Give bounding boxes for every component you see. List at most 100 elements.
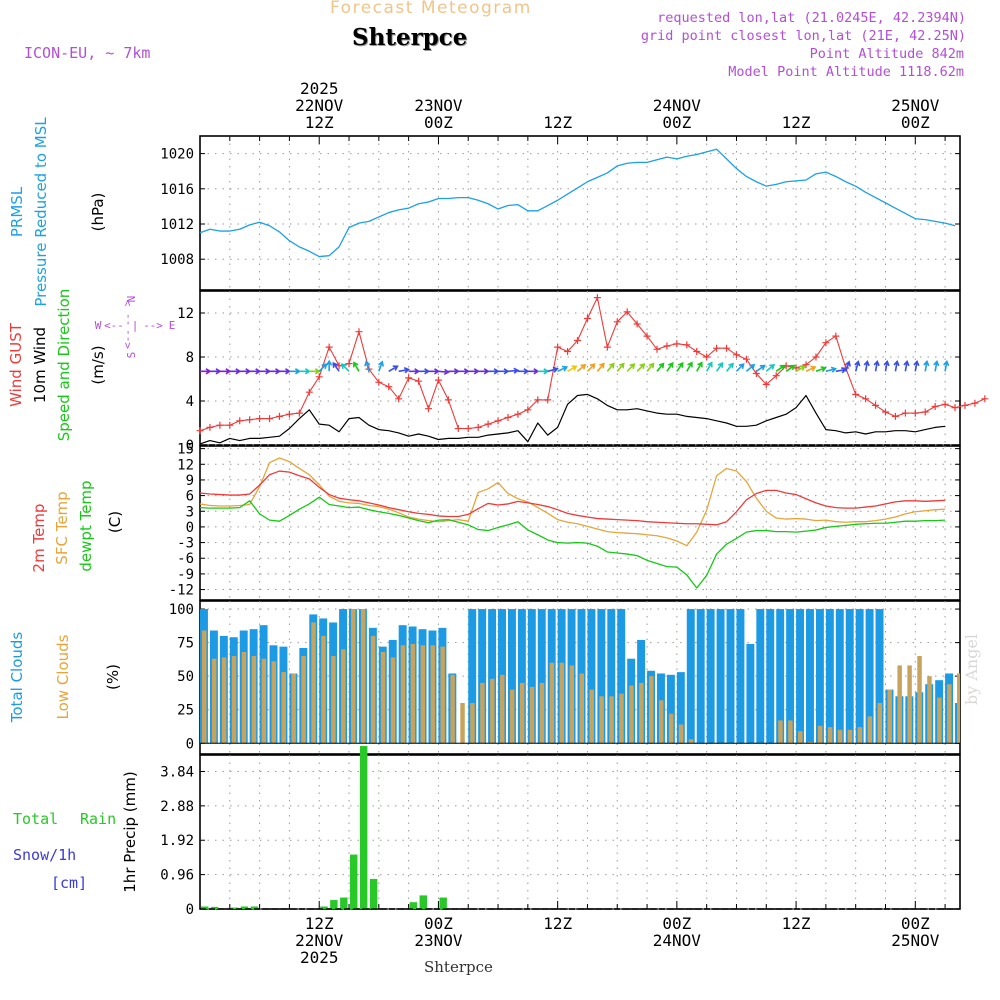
pressure-label: Pressure Reduced to MSL bbox=[32, 117, 50, 307]
wind-arrow bbox=[325, 359, 333, 372]
gust-marker bbox=[881, 408, 889, 416]
low-cloud-bar bbox=[400, 645, 406, 744]
gust-marker bbox=[534, 396, 542, 404]
top-time-label: 25NOV bbox=[891, 96, 940, 115]
total-cloud-bar bbox=[706, 609, 715, 744]
top-time-label: 12Z bbox=[543, 113, 572, 132]
total-cloud-bar bbox=[716, 609, 725, 744]
low-cloud-bar bbox=[430, 645, 435, 744]
wind-arrow bbox=[686, 361, 693, 372]
wind-arrow bbox=[229, 368, 242, 375]
gust-marker bbox=[574, 337, 582, 344]
total-cloud-bar bbox=[488, 609, 497, 744]
gust-marker bbox=[981, 395, 989, 403]
low-cloud-bar bbox=[579, 673, 584, 744]
gust-marker bbox=[434, 376, 442, 384]
wind-arrow bbox=[705, 361, 713, 372]
gust-marker bbox=[673, 340, 681, 348]
gust-marker bbox=[405, 374, 413, 382]
top-time-label: 00Z bbox=[662, 113, 691, 132]
low-cloud-bar bbox=[589, 689, 594, 744]
total-cloud-bar bbox=[875, 609, 884, 744]
precip-bar bbox=[230, 907, 239, 909]
low-cloud-bar bbox=[221, 657, 227, 744]
gust-marker bbox=[504, 414, 512, 421]
low-cloud-bar bbox=[619, 693, 624, 744]
y-tick-label: 12 bbox=[177, 306, 194, 322]
gust-marker bbox=[415, 377, 423, 385]
precip-bar bbox=[409, 902, 418, 909]
low-cloud-bar bbox=[539, 682, 545, 744]
wind-arrow bbox=[289, 368, 301, 375]
total-cloud-bar bbox=[617, 609, 626, 744]
wind-arrow bbox=[873, 359, 880, 372]
gust-marker bbox=[494, 417, 502, 425]
wind-dir-label: Speed and Direction bbox=[55, 289, 73, 442]
wind-arrow bbox=[844, 360, 851, 372]
footer-location: Shterpce bbox=[424, 958, 493, 976]
low-cloud-bar bbox=[261, 658, 267, 744]
gust-marker bbox=[713, 344, 721, 352]
low-cloud-bar bbox=[937, 697, 942, 744]
gust-line bbox=[199, 297, 986, 432]
gust-marker bbox=[484, 420, 492, 428]
gust-marker bbox=[822, 339, 830, 347]
bottom-time-label: 00Z bbox=[424, 914, 453, 933]
y-tick-label: 2.88 bbox=[160, 799, 194, 815]
precip-bar bbox=[201, 906, 209, 909]
pressure-line bbox=[199, 148, 956, 258]
low-cloud-bar bbox=[390, 657, 396, 744]
total-cloud-bar bbox=[835, 609, 844, 744]
precip-bar bbox=[340, 897, 348, 909]
bottom-time-label: 12Z bbox=[543, 914, 572, 933]
wind-arrow bbox=[332, 361, 340, 372]
low-cloud-bar bbox=[559, 662, 565, 744]
panel-frame bbox=[199, 754, 961, 910]
low-cloud-bar bbox=[837, 729, 843, 744]
compass-arrow: <-- bbox=[121, 329, 134, 349]
compass-arrow: -- > bbox=[121, 299, 134, 326]
gust-marker bbox=[335, 362, 343, 370]
precip-label: 1hr Precip (mm) bbox=[121, 771, 139, 892]
gust-marker bbox=[772, 372, 780, 380]
gust-marker bbox=[375, 378, 383, 386]
low-cloud-bar bbox=[897, 665, 902, 744]
gust-marker bbox=[802, 361, 810, 369]
low-cloud-bar bbox=[649, 676, 654, 744]
y-tick-label: 25 bbox=[177, 703, 194, 719]
wind-label: 10m Wind bbox=[31, 327, 49, 403]
gust-marker bbox=[852, 390, 860, 398]
gust-marker bbox=[285, 410, 293, 418]
gust-marker bbox=[762, 381, 770, 388]
total-cloud-bar bbox=[756, 609, 765, 744]
gust-marker bbox=[663, 342, 671, 350]
low-cloud-bar bbox=[460, 703, 465, 744]
wind-arrow bbox=[913, 359, 920, 372]
top-time-label: 00Z bbox=[901, 113, 930, 132]
y-tick-label: -9 bbox=[177, 567, 194, 583]
low-cloud-bar bbox=[351, 609, 356, 744]
wind-arrow bbox=[676, 361, 684, 372]
y-tick-label: -6 bbox=[177, 551, 194, 567]
unit-label: (m/s) bbox=[89, 345, 107, 384]
dewpt-label: dewpt Temp bbox=[77, 480, 95, 571]
legend-snow: Snow/1h bbox=[13, 846, 76, 864]
gust-marker bbox=[474, 423, 482, 431]
y-tick-label: 0.96 bbox=[160, 868, 194, 884]
y-tick-label: 0 bbox=[186, 520, 194, 536]
low-cloud-bar bbox=[500, 674, 505, 744]
bottom-time-label: 22NOV bbox=[295, 931, 344, 950]
wind-arrow bbox=[815, 366, 827, 373]
wind-arrow bbox=[352, 361, 360, 372]
gust-marker bbox=[295, 409, 303, 417]
total-cloud-bar bbox=[696, 609, 705, 744]
gust-marker bbox=[524, 406, 532, 414]
wind-arrow bbox=[577, 363, 587, 372]
y-tick-label: 1008 bbox=[160, 252, 194, 268]
gust-marker bbox=[703, 353, 711, 361]
wind-arrow bbox=[666, 361, 674, 372]
low-cloud-bar bbox=[380, 652, 386, 744]
wind-line bbox=[199, 393, 946, 445]
gust-marker bbox=[196, 427, 204, 435]
